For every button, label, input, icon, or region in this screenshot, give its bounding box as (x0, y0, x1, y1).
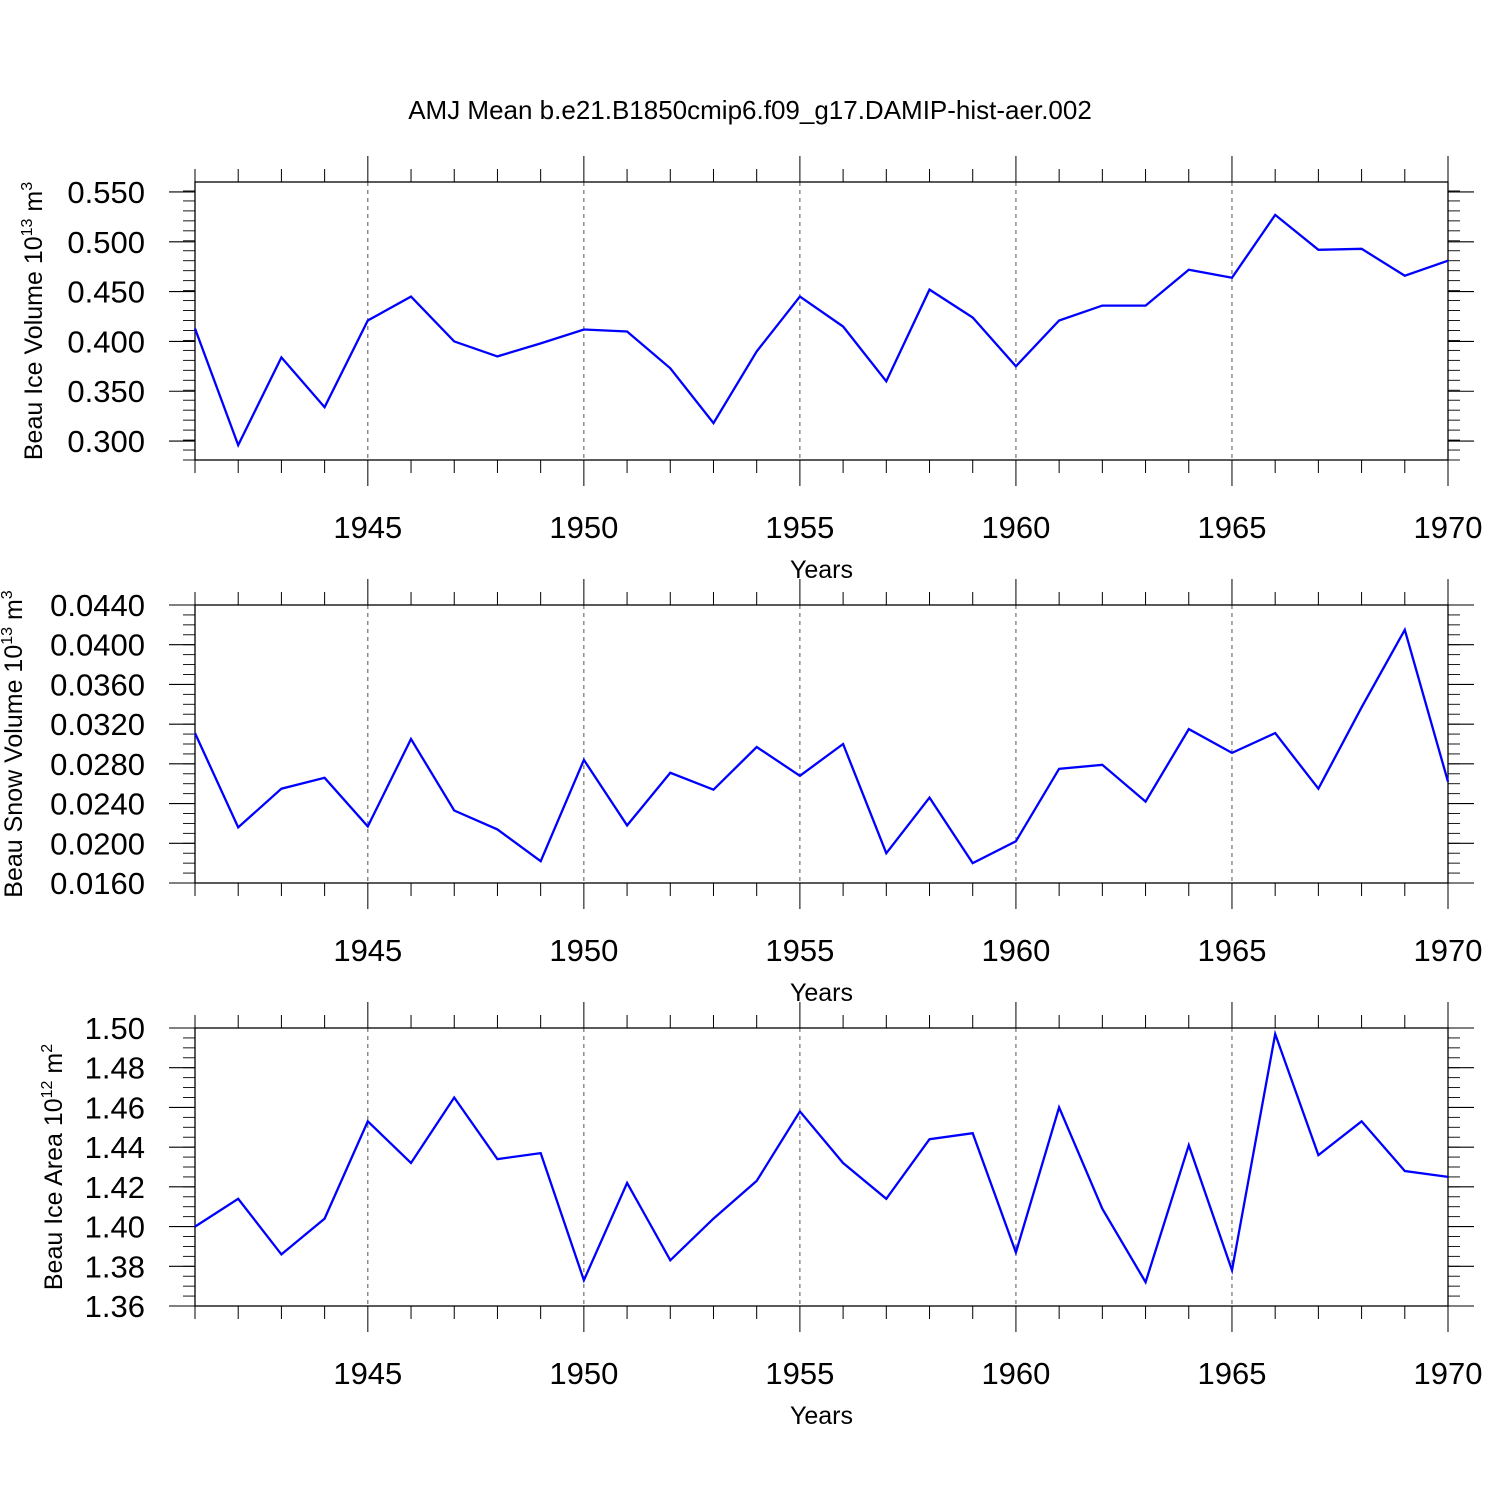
y-axis-title-text: m (0, 599, 28, 627)
x-tick-label: 1965 (1197, 510, 1266, 545)
x-tick-label: 1970 (1414, 510, 1483, 545)
y-tick-label: 1.36 (85, 1289, 145, 1324)
data-line-snow-volume (193, 626, 1450, 865)
x-tick-label: 1960 (981, 510, 1050, 545)
x-tick-label: 1965 (1197, 1356, 1266, 1391)
panel-ice-area: 1945 1950 1955 1960 1965 1970 Years 1.36 1.38 1.4… (39, 1002, 1482, 1430)
x-tick-label: 1950 (549, 510, 618, 545)
x-tick-label: 1955 (765, 933, 834, 968)
y-tick-label: 0.0240 (50, 787, 145, 822)
x-tick-label: 1960 (981, 933, 1050, 968)
y-tick-label: 0.0440 (50, 588, 145, 623)
y-axis-title-text: m (40, 1053, 68, 1081)
x-tick-label: 1965 (1197, 933, 1266, 968)
plot-frame (194, 181, 1449, 461)
x-tick-label: 1955 (765, 1356, 834, 1391)
chart-title: AMJ Mean b.e21.B1850cmip6.f09_g17.DAMIP-… (408, 95, 1092, 125)
y-tick-label: 1.48 (85, 1051, 145, 1086)
y-tick-label: 0.0160 (50, 866, 145, 901)
y-axis-title-text: Beau Snow Volume 10 (0, 645, 28, 898)
x-tick-label: 1945 (333, 933, 402, 968)
y-tick-label: 0.450 (67, 275, 145, 310)
y-tick-label: 1.46 (85, 1090, 145, 1125)
y-axis-title-superscript: 3 (0, 590, 16, 599)
y-tick-label: 1.50 (85, 1011, 145, 1046)
y-tick-label: 0.400 (67, 324, 145, 359)
y-tick-label: 0.0400 (50, 628, 145, 663)
x-tick-label: 1955 (765, 510, 834, 545)
data-line-ice-area (194, 1029, 1449, 1286)
y-axis-title: Beau Ice Volume 1013 m3 (19, 182, 48, 460)
x-tick-label: 1950 (549, 1356, 618, 1391)
panel-ice-volume: 1945 1950 1955 1960 1965 1970 Years 0.300 0.350 0… (19, 156, 1482, 584)
data-line-ice-volume (193, 213, 1449, 449)
plot-frame (194, 1027, 1449, 1307)
x-axis-title: Years (790, 1402, 853, 1430)
y-tick-label: 0.0280 (50, 747, 145, 782)
x-tick-label: 1945 (333, 510, 402, 545)
y-tick-label: 0.300 (67, 424, 145, 459)
x-tick-label: 1960 (981, 1356, 1050, 1391)
y-axis-title-superscript: 2 (39, 1044, 56, 1053)
y-tick-label: 0.0360 (50, 667, 145, 702)
y-tick-label: 1.38 (85, 1249, 145, 1284)
x-tick-label: 1950 (549, 933, 618, 968)
x-axis-title: Years (790, 556, 853, 584)
y-axis-title: Beau Ice Area 1012 m2 (39, 1044, 68, 1290)
y-axis-title-superscript: 13 (19, 218, 36, 236)
panel-snow-volume: 1945 1950 1955 1960 1965 1970 Years 0.0160 0.020… (0, 579, 1482, 1007)
y-axis-title-superscript: 12 (39, 1080, 56, 1098)
x-tick-label: 1970 (1414, 933, 1483, 968)
y-tick-label: 0.0200 (50, 826, 145, 861)
plot-frame (194, 604, 1449, 884)
y-tick-label: 1.40 (85, 1210, 145, 1245)
y-tick-label: 1.44 (85, 1130, 145, 1165)
x-axis-title: Years (790, 979, 853, 1007)
x-tick-label: 1945 (333, 1356, 402, 1391)
y-axis-title-text: m (20, 191, 48, 219)
y-axis-title-superscript: 13 (0, 627, 16, 645)
y-tick-label: 1.42 (85, 1170, 145, 1205)
y-axis-title-text: Beau Ice Area 10 (40, 1098, 68, 1290)
y-tick-label: 0.350 (67, 374, 145, 409)
y-axis-title-superscript: 3 (19, 182, 36, 191)
y-axis-title: Beau Snow Volume 1013 m3 (0, 590, 28, 898)
y-tick-label: 0.0320 (50, 707, 145, 742)
x-tick-label: 1970 (1414, 1356, 1483, 1391)
y-axis-title-text: Beau Ice Volume 10 (20, 236, 48, 460)
y-tick-label: 0.500 (67, 225, 145, 260)
y-tick-label: 0.550 (67, 175, 145, 210)
